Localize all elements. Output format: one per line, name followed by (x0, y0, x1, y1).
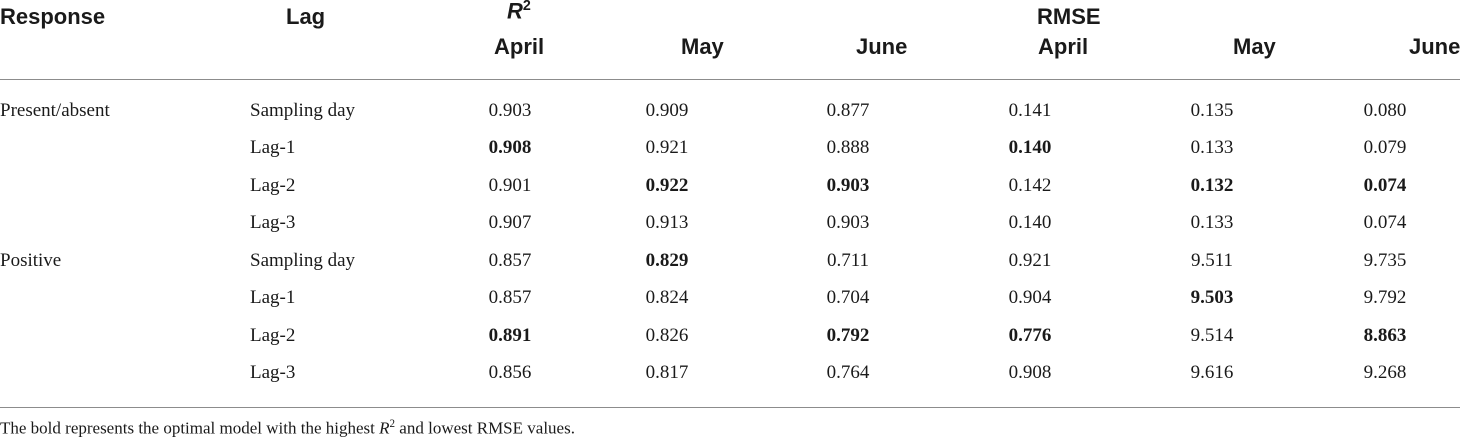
r2-value-cell: 0.908 (488, 137, 532, 159)
rmse-value-cell: 0.921 (1008, 249, 1052, 271)
r2-value-cell: 0.888 (826, 137, 870, 159)
r2-value-cell: 0.903 (826, 174, 870, 196)
r2-value-cell: 0.829 (645, 249, 689, 271)
lag-cell: Lag-3 (250, 362, 296, 384)
r2-value-cell: 0.857 (488, 287, 532, 309)
rmse-value-cell: 0.142 (1008, 174, 1052, 196)
rmse-value-cell: 0.132 (1190, 174, 1234, 196)
col-header-month: April (494, 34, 545, 59)
r2-value-cell: 0.909 (645, 99, 689, 121)
footnote-text-end: and lowest RMSE values. (395, 418, 575, 438)
rmse-value-cell: 9.268 (1363, 362, 1407, 384)
r2-value-cell: 0.817 (645, 362, 689, 384)
col-header-month: May (681, 34, 724, 59)
data-table: Present/absent Sampling day 0.903 0.909 0.87… (0, 92, 1460, 392)
rmse-value-cell: 0.133 (1190, 137, 1234, 159)
r2-value-cell: 0.913 (645, 212, 689, 234)
footnote-r2-symbol: R (379, 418, 390, 438)
response-cell (0, 280, 250, 318)
table-footnote: The bold represents the optimal model wi… (0, 418, 575, 439)
col-header-month: June (856, 34, 908, 59)
footnote-text-start: The bold represents the optimal model wi… (0, 418, 380, 438)
col-header-r2: R2 (507, 0, 531, 24)
response-cell: Present/absent (0, 99, 110, 121)
table-row: Positive Sampling day 0.857 0.829 0.711 0.921… (0, 242, 1460, 280)
rmse-value-cell: 0.776 (1008, 324, 1052, 346)
r2-value-cell: 0.826 (645, 324, 689, 346)
rmse-value-cell: 9.735 (1363, 249, 1407, 271)
r2-value-cell: 0.857 (488, 249, 532, 271)
table-row: Present/absent Sampling day 0.903 0.909 0.87… (0, 92, 1460, 130)
r2-exponent: 2 (522, 0, 531, 14)
col-header-month: April (1038, 34, 1089, 59)
col-header-lag: Lag (286, 4, 326, 29)
rmse-value-cell: 0.908 (1008, 362, 1052, 384)
col-header-rmse: RMSE (1037, 4, 1101, 29)
rmse-value-cell: 0.074 (1363, 212, 1407, 234)
rmse-value-cell: 9.616 (1190, 362, 1234, 384)
rmse-value-cell: 0.080 (1363, 99, 1407, 121)
r2-value-cell: 0.922 (645, 174, 689, 196)
lag-cell: Lag-2 (250, 174, 296, 196)
table-row: Lag-2 0.901 0.922 0.903 0.142 0.132 0.074 (0, 167, 1460, 205)
rmse-value-cell: 9.792 (1363, 287, 1407, 309)
lag-cell: Lag-3 (250, 212, 296, 234)
col-header-month: June (1409, 34, 1460, 59)
response-cell (0, 205, 250, 243)
response-cell (0, 317, 250, 355)
response-cell (0, 167, 250, 205)
col-header-month: May (1233, 34, 1276, 59)
header-rule (0, 79, 1460, 80)
response-cell: Positive (0, 249, 62, 271)
lag-cell: Lag-2 (250, 324, 296, 346)
r2-value-cell: 0.877 (826, 99, 870, 121)
r2-value-cell: 0.792 (826, 324, 870, 346)
r2-value-cell: 0.921 (645, 137, 689, 159)
r2-value-cell: 0.856 (488, 362, 532, 384)
rmse-value-cell: 0.135 (1190, 99, 1234, 121)
rmse-value-cell: 0.140 (1008, 137, 1052, 159)
rmse-value-cell: 0.079 (1363, 137, 1407, 159)
rmse-value-cell: 0.140 (1008, 212, 1052, 234)
lag-cell: Sampling day (250, 249, 356, 271)
rmse-value-cell: 9.503 (1190, 287, 1234, 309)
rmse-value-cell: 9.514 (1190, 324, 1234, 346)
footer-rule (0, 407, 1460, 408)
rmse-value-cell: 8.863 (1363, 324, 1407, 346)
table-row: Lag-3 0.856 0.817 0.764 0.908 9.616 9.268 (0, 355, 1460, 393)
table-row: Lag-1 0.908 0.921 0.888 0.140 0.133 0.079 (0, 130, 1460, 168)
table-row: Lag-1 0.857 0.824 0.704 0.904 9.503 9.792 (0, 280, 1460, 318)
r2-value-cell: 0.711 (826, 249, 870, 271)
r2-value-cell: 0.824 (645, 287, 689, 309)
lag-cell: Sampling day (250, 99, 356, 121)
rmse-value-cell: 9.511 (1190, 249, 1234, 271)
lag-cell: Lag-1 (250, 287, 296, 309)
rmse-value-cell: 0.904 (1008, 287, 1052, 309)
rmse-value-cell: 0.141 (1008, 99, 1052, 121)
r2-value-cell: 0.764 (826, 362, 870, 384)
r2-value-cell: 0.907 (488, 212, 532, 234)
r2-symbol: R (507, 0, 523, 24)
response-cell (0, 130, 250, 168)
r2-value-cell: 0.901 (488, 174, 532, 196)
r2-value-cell: 0.903 (826, 212, 870, 234)
col-header-response: Response (0, 4, 106, 29)
rmse-value-cell: 0.074 (1363, 174, 1407, 196)
table-header: Response Lag R2 RMSE April May June Apri… (0, 0, 1460, 80)
lag-cell: Lag-1 (250, 137, 296, 159)
r2-value-cell: 0.903 (488, 99, 532, 121)
response-cell (0, 355, 250, 393)
rmse-value-cell: 0.133 (1190, 212, 1234, 234)
table-row: Lag-2 0.891 0.826 0.792 0.776 9.514 8.863 (0, 317, 1460, 355)
r2-value-cell: 0.704 (826, 287, 870, 309)
r2-value-cell: 0.891 (488, 324, 532, 346)
footnote-r2-exponent: 2 (389, 418, 396, 430)
table-row: Lag-3 0.907 0.913 0.903 0.140 0.133 0.074 (0, 205, 1460, 243)
